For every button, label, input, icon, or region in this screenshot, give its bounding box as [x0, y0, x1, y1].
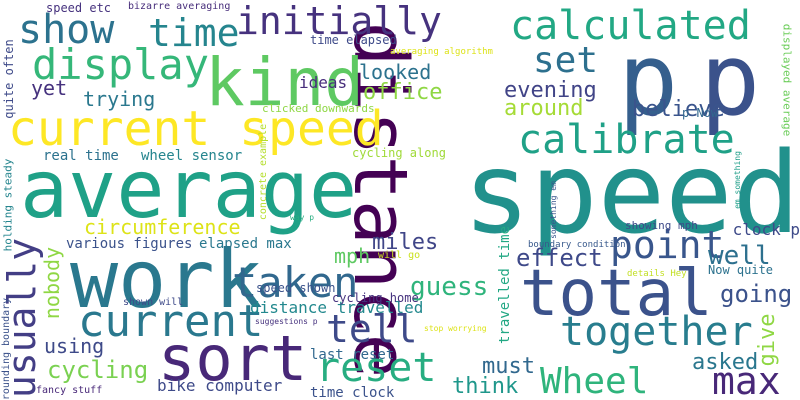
word-office: office	[363, 80, 443, 105]
word-together: together	[560, 309, 753, 355]
word-bizarre-averaging: bizarre averaging	[128, 1, 231, 12]
word-clicked-downwards: clicked downwards	[262, 102, 375, 115]
word-initially: initially	[236, 0, 442, 43]
word-p-2: p	[700, 21, 761, 138]
word-time-clock: time clock	[310, 385, 395, 400]
word-circumference: circumference	[84, 215, 241, 239]
word-give: give	[755, 313, 780, 367]
word-yet: yet	[31, 76, 68, 100]
word-travelled-time: travelled time	[497, 225, 513, 345]
word-distance-travelled: distance travelled	[250, 298, 424, 317]
word-believe: believe	[632, 97, 725, 122]
word-displayed-average: displayed average	[780, 23, 794, 137]
word-kind: kind	[205, 44, 364, 121]
word-show: show	[18, 7, 115, 53]
word-ideas: ideas	[299, 73, 348, 92]
word-taken: taken	[232, 258, 359, 307]
word-now-quite: Now quite	[708, 263, 774, 277]
word-calculated: calculated	[510, 3, 751, 49]
word-wheel-sensor: wheel sensor	[141, 148, 243, 164]
word-reset: reset	[316, 345, 437, 391]
word-display: display	[32, 40, 210, 89]
word-shown-will: shown will	[123, 297, 184, 308]
word-total: total	[520, 257, 713, 331]
word-looked: looked	[359, 60, 432, 84]
word-holding-steady: holding steady	[1, 158, 15, 252]
word-point: point	[610, 223, 725, 267]
word-set: set	[533, 40, 599, 81]
word-em-something: em something	[733, 151, 742, 209]
word-last-reset: last reset	[310, 347, 395, 363]
word-trying: trying	[83, 87, 156, 111]
word-current-speed: current speed	[8, 101, 384, 157]
word-sort: sort	[158, 322, 308, 395]
word-rounding-boundary: rounding boundary	[1, 297, 12, 400]
word-well: well	[708, 241, 771, 271]
word-way-p: way p	[290, 213, 315, 222]
word-around: around	[504, 96, 584, 121]
word-quite-often: quite often	[2, 39, 16, 119]
word-mph: mph	[334, 244, 371, 268]
word-speed-shown: speed shown	[256, 281, 336, 295]
word-nobody: nobody	[40, 246, 64, 320]
word-p-1: p	[618, 21, 679, 138]
word-p-now: p Now	[682, 106, 719, 120]
word-various-figures: various figures	[66, 236, 193, 252]
word-asked: asked	[692, 350, 759, 375]
word-boundary-condition: boundary condition	[528, 240, 626, 250]
word-concrete-example: concrete example	[258, 123, 269, 221]
word-miles: miles	[372, 230, 439, 255]
word-cycling-along: cycling along	[352, 146, 446, 160]
word-clock-p: clock p	[732, 220, 800, 239]
word-cycling-home: cycling home	[332, 291, 419, 305]
word-effect: effect	[516, 244, 603, 272]
word-going: going	[720, 280, 793, 308]
word-must: must	[482, 354, 535, 379]
word-guess: guess	[410, 272, 489, 302]
word-stop-worrying: stop worrying	[424, 324, 487, 333]
word-bike-computer: bike computer	[157, 376, 283, 395]
word-suggestions-p: suggestions p	[255, 317, 318, 326]
word-elapsed-max: elapsed max	[199, 236, 292, 252]
word-current: current	[78, 296, 264, 347]
word-time-elapsed: time elapsed	[310, 33, 397, 47]
word-calibrate: calibrate	[518, 117, 735, 163]
word-Wheel: Wheel	[540, 361, 649, 400]
word-using: using	[44, 334, 105, 358]
word-speed: speed	[462, 129, 800, 259]
word-evening: evening	[504, 78, 597, 103]
word-tell: tell	[326, 307, 418, 351]
word-averaging-algorithm: averaging algorithm	[390, 47, 493, 57]
word-work: work	[70, 233, 263, 326]
word-speed-etc: speed etc	[46, 1, 112, 15]
word-average: average	[20, 143, 358, 236]
word-will-go: will go	[378, 250, 421, 261]
word-max: max	[712, 359, 781, 400]
word-real-time: real time	[43, 148, 119, 164]
word-something-em: something em	[549, 181, 558, 239]
word-think: think	[452, 374, 519, 399]
word-showing-mph: showing mph	[625, 219, 698, 232]
word-details-hey: details Hey	[627, 269, 687, 279]
word-time: time	[148, 11, 240, 55]
word-fancy-stuff: fancy stuff	[36, 385, 103, 396]
word-cycling: cycling	[47, 356, 149, 384]
